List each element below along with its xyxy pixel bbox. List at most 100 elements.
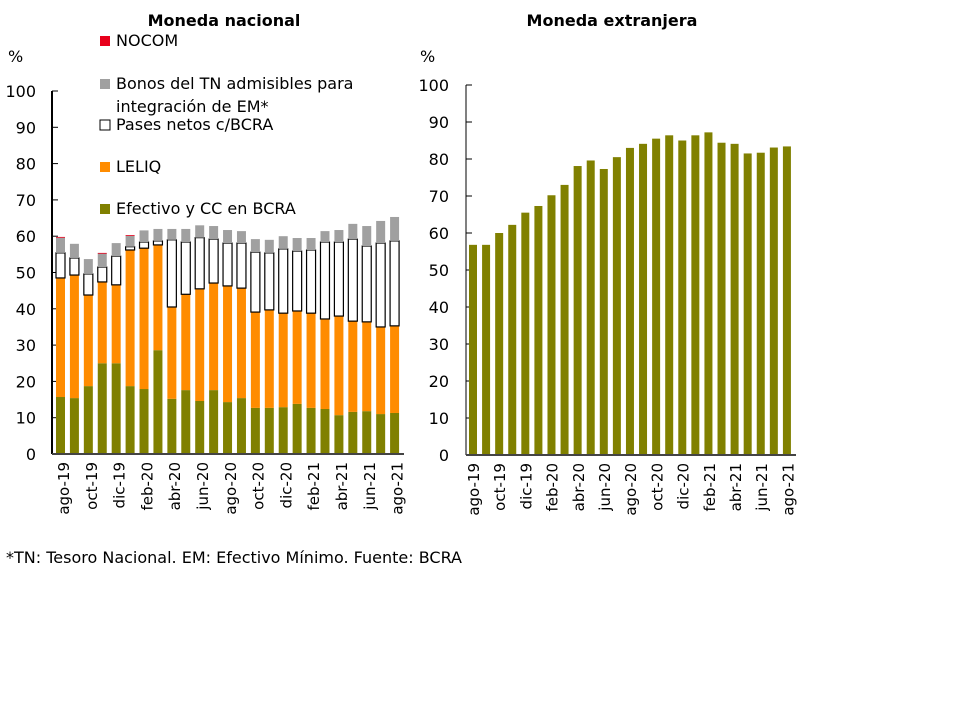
bar-nacional-bonos-sep-19 (69, 243, 79, 258)
y-tick-label: 60 (429, 224, 449, 243)
bar-nacional-efectivo-sep-20 (236, 398, 246, 454)
bar-extranjera-moneda-may-20 (586, 160, 595, 456)
bar-nacional-bonos-may-20 (181, 228, 191, 243)
legend-swatch-0 (100, 36, 110, 46)
bar-extranjera-moneda-mar-20 (560, 184, 569, 455)
x-tick-label: oct-20 (250, 462, 268, 510)
bar-nacional-efectivo-oct-20 (250, 407, 260, 454)
x-tick-label: ago-19 (55, 462, 73, 515)
bar-nacional-leliq-may-20 (181, 294, 191, 391)
bar-nacional-efectivo-dic-19 (111, 363, 121, 454)
bar-extranjera-moneda-jun-21 (756, 152, 765, 455)
bar-nacional-efectivo-may-21 (348, 411, 358, 454)
bar-nacional-bonos-nov-19 (97, 253, 107, 268)
bar-nacional-pases-ago-20 (222, 242, 233, 287)
bar-extranjera-moneda-abr-20 (573, 166, 582, 455)
bar-nacional-pases-abr-21 (333, 241, 344, 317)
bar-nacional-pases-nov-19 (97, 266, 108, 283)
bar-nacional-bonos-jul-21 (376, 220, 386, 244)
y-tick-label: 30 (16, 336, 36, 355)
x-tick-label: ago-20 (622, 463, 640, 516)
bar-nacional-leliq-feb-20 (139, 248, 149, 390)
x-tick-label: abr-21 (727, 463, 745, 511)
bar-extranjera-moneda-nov-19 (508, 224, 517, 455)
x-tick-label: abr-21 (333, 462, 351, 510)
bar-extranjera-moneda-abr-21 (730, 143, 739, 455)
bar-nacional-leliq-ago-19 (56, 277, 65, 398)
bar-nacional-efectivo-nov-19 (97, 363, 107, 454)
bar-extranjera-moneda-feb-21 (704, 132, 713, 456)
bar-extranjera-moneda-ago-20 (625, 147, 634, 455)
y-tick-label: 70 (429, 187, 449, 206)
bar-nacional-leliq-jun-20 (195, 288, 205, 402)
legend-swatch-3 (100, 162, 110, 172)
footnote: *TN: Tesoro Nacional. EM: Efectivo Mínim… (6, 548, 462, 567)
bar-nacional-nocom-ene-20 (125, 235, 135, 236)
x-tick-label: abr-20 (570, 463, 588, 511)
bar-extranjera-moneda-ene-21 (691, 135, 700, 455)
legend-label-1: Bonos del TN admisibles para (116, 74, 353, 93)
y-tick-label: 50 (16, 264, 36, 283)
bar-nacional-leliq-dic-20 (278, 313, 288, 408)
legend-label-2: Pases netos c/BCRA (116, 115, 273, 134)
x-tick-label: oct-19 (83, 462, 101, 510)
bar-extranjera-moneda-dic-20 (678, 140, 687, 455)
bar-nacional-pases-oct-20 (250, 251, 261, 313)
bar-nacional-bonos-oct-19 (83, 259, 93, 274)
bar-nacional-bonos-ago-19 (56, 237, 65, 253)
legend-label-3: LELIQ (116, 157, 161, 176)
bar-nacional-leliq-mar-20 (153, 244, 163, 351)
x-tick-label: ago-19 (465, 463, 483, 516)
bar-nacional-pases-oct-19 (83, 273, 94, 296)
bar-nacional-efectivo-dic-20 (278, 407, 288, 454)
bar-nacional-pases-ene-21 (292, 250, 303, 312)
bar-nacional-pases-sep-20 (236, 242, 247, 289)
bar-nacional-efectivo-feb-21 (306, 407, 316, 454)
bar-nacional-efectivo-ene-20 (125, 386, 135, 454)
bar-nacional-pases-may-21 (347, 238, 358, 322)
bar-nacional-leliq-jun-21 (362, 321, 372, 412)
bar-nacional-efectivo-may-20 (181, 390, 191, 454)
legend-swatch-4 (100, 204, 110, 214)
x-tick-label: dic-19 (111, 462, 129, 508)
bar-extranjera-moneda-feb-20 (547, 195, 556, 455)
legend-label-1-line2: integración de EM* (116, 97, 269, 116)
bar-nacional-nocom-ago-19 (56, 236, 65, 238)
y-tick-label: 20 (429, 372, 449, 391)
bar-nacional-efectivo-ago-21 (390, 412, 400, 454)
bar-nacional-pases-feb-21 (305, 249, 317, 314)
bar-extranjera-moneda-oct-19 (495, 233, 504, 455)
bar-nacional-leliq-feb-21 (306, 313, 316, 408)
bar-nacional-pases-jul-20 (208, 238, 219, 284)
y-tick-label: 100 (5, 82, 36, 101)
bar-nacional-leliq-dic-19 (111, 284, 121, 364)
y-tick-label: 30 (429, 335, 449, 354)
bar-nacional-efectivo-mar-21 (320, 408, 330, 454)
bar-nacional-leliq-ene-20 (125, 249, 135, 387)
bar-extranjera-moneda-ago-21 (782, 146, 791, 456)
x-tick-label: feb-21 (701, 463, 719, 512)
bar-nacional-pases-may-20 (180, 241, 191, 295)
bar-nacional-pases-ago-21 (389, 240, 400, 327)
x-tick-label: feb-20 (544, 463, 562, 512)
bar-nacional-bonos-may-21 (348, 223, 358, 240)
bar-extranjera-moneda-ene-20 (534, 205, 543, 455)
bar-nacional-leliq-nov-20 (264, 309, 274, 408)
bar-nacional-efectivo-jun-21 (362, 411, 372, 454)
bar-nacional-bonos-jul-20 (209, 226, 219, 240)
bar-nacional-pases-mar-21 (319, 241, 331, 320)
bar-nacional-efectivo-ago-19 (56, 397, 65, 454)
bar-nacional-efectivo-ene-21 (292, 403, 302, 454)
bar-nacional-leliq-jul-20 (209, 283, 219, 391)
bar-nacional-efectivo-jun-20 (195, 401, 205, 454)
y-tick-label: 10 (16, 409, 36, 428)
chart-title-extranjera: Moneda extranjera (527, 11, 698, 30)
y-tick-label: 50 (429, 261, 449, 280)
bar-nacional-pases-feb-20 (138, 241, 150, 249)
bar-nacional-pases-mar-20 (152, 240, 164, 246)
bar-nacional-pases-abr-20 (166, 239, 177, 308)
x-tick-label: ago-21 (389, 462, 407, 515)
bar-nacional-efectivo-oct-19 (83, 386, 93, 454)
y-tick-label: 0 (439, 446, 449, 465)
